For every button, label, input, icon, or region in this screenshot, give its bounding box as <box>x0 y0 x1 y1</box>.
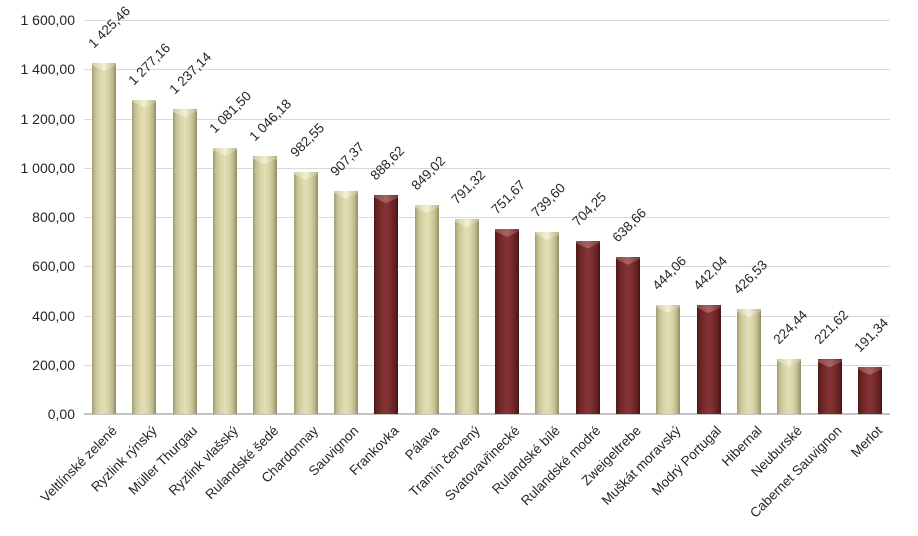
bar-value-label: 638,66 <box>609 204 650 245</box>
bar-value-label: 739,60 <box>528 180 569 220</box>
y-axis-tick-label: 0,00 <box>47 406 75 422</box>
x-axis-category-label: Merlot <box>848 423 886 461</box>
bar-slot: 224,44 Neuburské <box>748 20 811 480</box>
bar-slot: 907,37 Sauvignon <box>306 20 368 479</box>
bar-17 <box>736 309 761 414</box>
bar-value-label: 442,04 <box>690 253 730 294</box>
bar-slot: 1 046,18 Rulandské šedé <box>202 20 295 502</box>
bar-value-label: 849,02 <box>407 153 448 193</box>
y-axis-tick-label: 400,00 <box>32 307 75 324</box>
bar-slot: 888,62 Frankovka <box>347 20 408 478</box>
bar-value-label: 444,06 <box>649 252 690 293</box>
plot-area: 1 600,00 1 400,00 1 200,00 1 000,00 800,00 60… <box>21 3 892 521</box>
bar-value-label: 191,34 <box>851 315 892 355</box>
bar-2 <box>132 99 157 414</box>
bar-slot: 849,02 Pálava <box>402 20 448 463</box>
bar-slot: 638,66 Zweigeltrebe <box>578 20 650 488</box>
bar-slot: 442,04 Modrý Portugal <box>649 20 730 498</box>
bar-15 <box>656 304 681 414</box>
bar-11 <box>495 228 520 414</box>
bar-slot: 1 277,16 Ryzlink rýnský <box>88 20 173 495</box>
bar-5 <box>253 156 278 414</box>
bar-slot: 1 425,46 Veltlínské zelené <box>38 3 134 505</box>
bar-7 <box>333 190 358 414</box>
y-axis-tick-label: 200,00 <box>32 356 75 373</box>
bar-slot: 444,06 Muškát moravský <box>599 20 690 508</box>
bar-value-label: 888,62 <box>367 143 408 184</box>
gridline <box>84 20 890 21</box>
gridline <box>84 217 890 218</box>
bar-14 <box>616 256 641 414</box>
bar-value-label: 982,55 <box>287 120 327 160</box>
x-axis-category-label: Tramín červený <box>405 423 483 500</box>
bar-slot: 221,62 Cabernet Sauvignon <box>748 20 851 521</box>
bar-slot: 751,67 Svatovavřinecké <box>442 20 529 504</box>
x-axis-category-label: Pálava <box>402 423 443 463</box>
y-axis-tick-label: 800,00 <box>32 209 75 225</box>
bar-18 <box>777 358 802 414</box>
bar-13 <box>575 240 600 414</box>
bar-slot: 191,34 Merlot <box>848 20 892 460</box>
bar-8 <box>374 195 399 414</box>
bar-19 <box>817 359 842 414</box>
x-axis-line <box>84 413 890 415</box>
y-axis-tick-label: 1 400,00 <box>20 61 76 78</box>
bar-slot: 704,25 Rulandské modré <box>518 20 609 509</box>
bar-1 <box>92 63 117 414</box>
bar-value-label: 426,53 <box>730 257 771 297</box>
bar-value-label: 224,44 <box>770 306 811 347</box>
bar-20 <box>857 366 882 414</box>
bar-slot: 1 081,50 Ryzlink vlašský <box>165 20 254 498</box>
gridline <box>84 69 890 71</box>
y-axis-tick-label: 1 600,00 <box>20 12 76 28</box>
bar-value-label: 907,37 <box>327 138 368 179</box>
bar-16 <box>696 305 721 414</box>
gridline <box>84 266 890 268</box>
bar-slot: 1 237,14 Müller Thurgau <box>126 20 214 498</box>
bar-12 <box>535 231 560 414</box>
bar-slot: 739,60 Rulandské bílé <box>489 20 569 497</box>
y-axis-tick-label: 1 200,00 <box>20 110 76 127</box>
bar-value-label: 221,62 <box>810 307 851 348</box>
gridline <box>84 315 890 317</box>
gridline <box>84 167 890 169</box>
y-axis-tick-label: 1 000,00 <box>20 159 76 176</box>
bar-3 <box>172 109 197 414</box>
bar-slot: 791,32 Tramín červený <box>406 20 489 499</box>
bar-9 <box>414 204 439 414</box>
bar-4 <box>213 147 238 414</box>
y-axis-tick-label: 600,00 <box>32 258 75 275</box>
bar-slot: 982,55 Chardonnay <box>259 20 327 485</box>
bar-slot: 426,53 Hibernal <box>718 20 771 469</box>
bar-value-label: 704,25 <box>569 188 609 229</box>
gridline <box>84 118 890 120</box>
bar-10 <box>454 219 479 414</box>
gridline <box>84 364 890 366</box>
bar-value-label: 751,67 <box>488 177 529 217</box>
bar-6 <box>293 172 318 414</box>
bar-value-label: 791,32 <box>448 167 489 208</box>
